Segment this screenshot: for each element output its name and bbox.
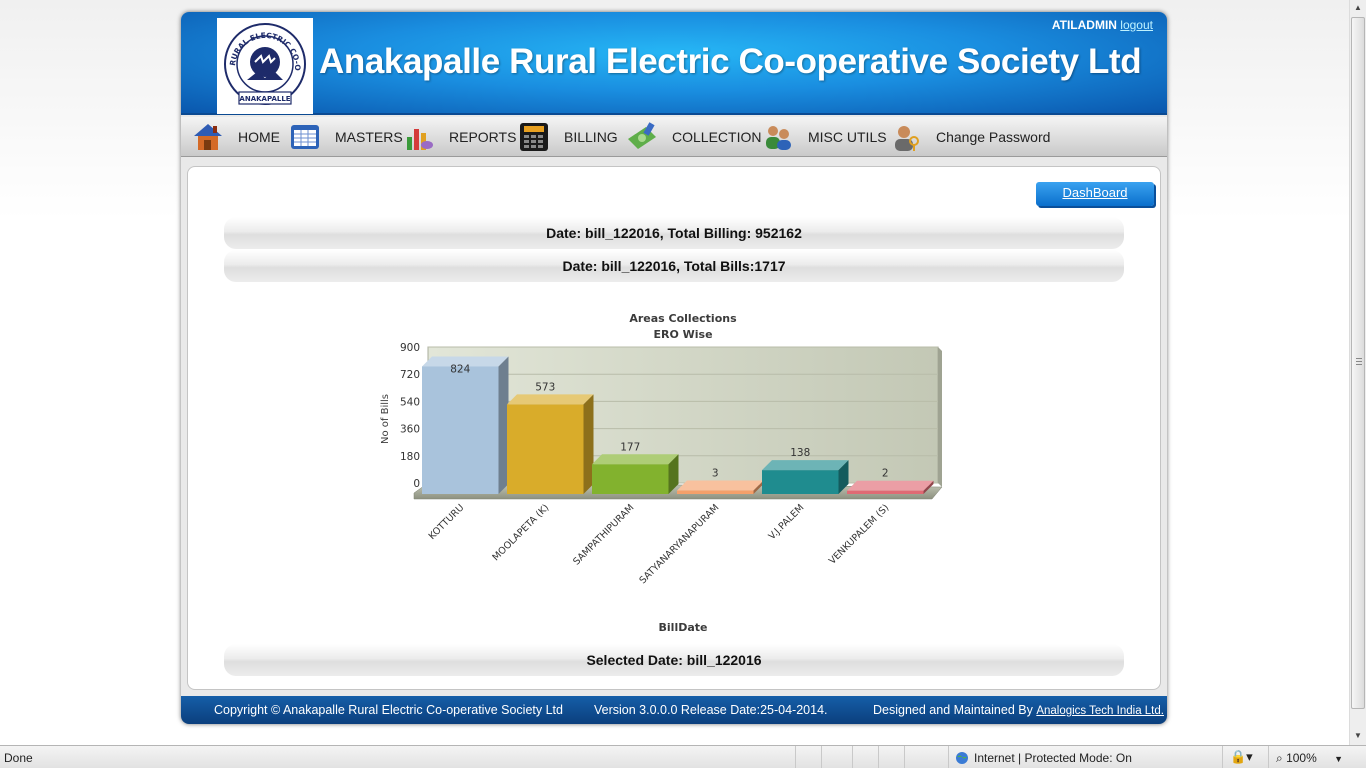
content-panel: DashBoard Date: bill_122016, Total Billi…: [187, 166, 1161, 690]
x-tick-label-4: V.J.PALEM: [767, 502, 807, 542]
browser-status-bar: Done Internet | Protected Mode: On 🔒▾ ⌕ …: [0, 745, 1366, 768]
chart-title: Areas Collections: [629, 312, 737, 325]
zoom-level: 100%: [1286, 751, 1317, 765]
bar-side-5: [923, 480, 934, 494]
data-label-5: 2: [882, 468, 889, 480]
chart-side-wall: [938, 347, 942, 487]
society-logo: RURAL ELECTRIC CO-OPERATIVE SOCIETY ANAK…: [213, 12, 313, 114]
bar-1: [507, 404, 584, 494]
bar-top-1: [507, 394, 594, 405]
masters-table-icon: [291, 125, 319, 149]
site-footer: Copyright © Anakapalle Rural Electric Co…: [181, 696, 1167, 724]
data-label-4: 138: [790, 447, 810, 459]
nav-label-masters: MASTERS: [335, 129, 403, 145]
bar-top-3: [677, 480, 764, 491]
nav-label-home: HOME: [238, 129, 280, 145]
footer-copyright: Copyright © Anakapalle Rural Electric Co…: [214, 703, 563, 717]
nav-home[interactable]: HOME: [192, 117, 280, 157]
y-axis-label: No of Bills: [380, 394, 391, 444]
user-box: ATILADMIN logout: [1052, 18, 1153, 32]
y-tick-label: 900: [400, 342, 420, 354]
scroll-down-icon[interactable]: ▼: [1354, 731, 1362, 740]
logout-link[interactable]: logout: [1120, 18, 1153, 32]
footer-company-link[interactable]: Analogics Tech India Ltd.: [1036, 705, 1164, 717]
total-billing-bar: Date: bill_122016, Total Billing: 952162: [224, 217, 1124, 249]
nav-billing[interactable]: BILLING: [518, 117, 618, 157]
security-zone-text: Internet | Protected Mode: On: [974, 751, 1132, 765]
nav-label-change-password: Change Password: [936, 129, 1051, 145]
site-header: RURAL ELECTRIC CO-OPERATIVE SOCIETY ANAK…: [181, 12, 1167, 115]
nav-label-billing: BILLING: [564, 129, 618, 145]
x-tick-label-3: SATYANARYANAPURAM: [637, 502, 721, 586]
x-tick-label-2: SAMPATHIPURAM: [571, 502, 636, 567]
app-window: RURAL ELECTRIC CO-OPERATIVE SOCIETY ANAK…: [181, 12, 1167, 724]
x-axis-label: BillDate: [659, 621, 708, 634]
chart-subtitle: ERO Wise: [653, 328, 712, 341]
chevron-down-icon: ▼: [1334, 754, 1344, 764]
nav-collection[interactable]: COLLECTION: [626, 117, 761, 157]
change-password-user-icon: [895, 126, 919, 151]
data-label-2: 177: [620, 441, 640, 453]
nav-misc-utils[interactable]: MISC UTILS: [762, 117, 887, 157]
data-label-1: 573: [535, 381, 555, 393]
bar-side-2: [668, 454, 679, 494]
y-tick-label: 360: [400, 424, 420, 436]
bar-side-0: [498, 356, 509, 494]
footer-designed-by-text: Designed and Maintained By: [873, 703, 1033, 717]
y-tick-label: 0: [413, 478, 420, 490]
dashboard-button[interactable]: DashBoard: [1036, 182, 1154, 206]
browser-scrollbar[interactable]: ▲ ▼: [1349, 0, 1366, 745]
bar-3: [677, 490, 754, 494]
scroll-thumb[interactable]: [1351, 17, 1365, 709]
bar-side-4: [838, 460, 849, 494]
nav-masters[interactable]: MASTERS: [289, 117, 403, 157]
protected-mode-icon[interactable]: 🔒▾: [1230, 749, 1253, 764]
bar-top-0: [422, 356, 509, 367]
y-tick-label: 180: [400, 451, 420, 463]
footer-version: Version 3.0.0.0 Release Date:25-04-2014.: [594, 703, 828, 717]
billing-calculator-icon: [520, 123, 548, 151]
bar-top-4: [762, 460, 849, 471]
nav-label-misc-utils: MISC UTILS: [808, 129, 887, 145]
data-label-0: 824: [450, 363, 470, 375]
x-tick-label-5: VENKUPALEM (S): [827, 502, 891, 566]
bar-top-5: [847, 480, 934, 491]
y-tick-label: 720: [400, 369, 420, 381]
x-tick-label-1: MOOLAPETA (K): [490, 502, 551, 563]
total-bills-bar: Date: bill_122016, Total Bills:1717: [224, 250, 1124, 282]
nav-change-password[interactable]: Change Password: [890, 117, 1050, 157]
reports-chart-icon: [407, 129, 433, 150]
status-text: Done: [4, 751, 33, 765]
nav-label-collection: COLLECTION: [672, 129, 762, 145]
bar-2: [592, 464, 669, 494]
logged-in-user: ATILADMIN: [1051, 18, 1117, 32]
footer-designed-by: Designed and Maintained By Analogics Tec…: [873, 703, 1164, 717]
scroll-up-icon[interactable]: ▲: [1354, 3, 1362, 12]
bar-4: [762, 470, 839, 494]
collection-money-icon: [628, 122, 656, 149]
internet-globe-icon: [956, 752, 968, 764]
bar-5: [847, 490, 924, 494]
zoom-icon: ⌕: [1276, 751, 1283, 765]
x-tick-label-0: KOTTURU: [427, 502, 467, 542]
nav-reports[interactable]: REPORTS: [403, 117, 516, 157]
bar-0: [422, 366, 499, 494]
logo-text-bottom: ANAKAPALLE: [239, 95, 290, 103]
site-title: Anakapalle Rural Electric Co-operative S…: [319, 42, 1142, 81]
areas-collections-chart: Areas Collections ERO Wise No of Bills B…: [378, 302, 968, 634]
bar-top-2: [592, 454, 679, 465]
nav-label-reports: REPORTS: [449, 129, 517, 145]
bar-side-3: [753, 480, 764, 494]
y-tick-label: 540: [400, 396, 420, 408]
home-icon: [194, 124, 222, 150]
selected-date-bar: Selected Date: bill_122016: [224, 644, 1124, 676]
bar-side-1: [583, 394, 594, 494]
data-label-3: 3: [712, 468, 719, 480]
main-nav: HOME MASTERS REPORTS: [181, 117, 1167, 157]
zoom-control[interactable]: ⌕ 100% ▼: [1276, 751, 1343, 766]
misc-utils-users-icon: [766, 126, 791, 150]
